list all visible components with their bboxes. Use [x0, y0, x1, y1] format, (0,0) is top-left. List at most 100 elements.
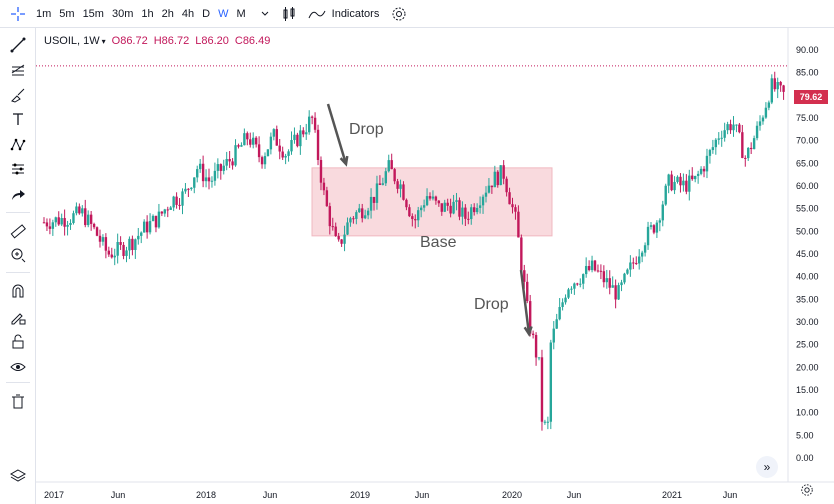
candle-body	[266, 149, 270, 157]
candle-body	[593, 260, 597, 271]
trend-line-icon[interactable]	[6, 34, 30, 56]
symbol-label[interactable]: USOIL, 1W	[44, 35, 100, 47]
timeframe-5m[interactable]: 5m	[59, 7, 75, 20]
candle-body	[187, 188, 190, 190]
timeframe-4h[interactable]: 4h	[181, 7, 195, 20]
timeframe-M[interactable]: M	[236, 7, 246, 20]
candle-body	[272, 129, 276, 137]
candle-body	[691, 175, 694, 180]
candle-body	[664, 185, 667, 205]
text-tool-icon[interactable]	[6, 108, 30, 130]
candle-body	[723, 130, 726, 138]
x-tick-label: Jun	[111, 490, 126, 500]
candle-body	[558, 307, 561, 320]
candle-body	[166, 209, 169, 211]
forecast-tool-icon[interactable]	[6, 158, 30, 180]
candle-body	[755, 125, 759, 139]
candle-body	[293, 134, 296, 141]
candle-body	[767, 102, 771, 108]
candle-body	[749, 147, 753, 150]
gear-icon[interactable]	[391, 6, 407, 22]
candle-body	[652, 225, 656, 233]
candle-body	[160, 211, 164, 214]
brush-icon[interactable]	[6, 84, 30, 106]
candle-body	[405, 199, 408, 208]
price-chart[interactable]: 90.0085.0080.0075.0070.0065.0060.0055.00…	[36, 28, 834, 504]
layers-icon[interactable]	[9, 468, 27, 489]
timeframe-D[interactable]: D	[202, 7, 211, 20]
chevron-down-icon[interactable]: ▾	[101, 36, 106, 46]
candle-body	[464, 207, 467, 219]
timeframe-1h[interactable]: 1h	[141, 7, 154, 20]
candle-body	[461, 207, 464, 217]
y-tick-label: 15.00	[796, 385, 819, 395]
magnet-icon[interactable]	[6, 280, 30, 302]
indicators-button[interactable]: Indicators	[331, 7, 380, 20]
candle-body	[782, 85, 785, 92]
timeframe-1m[interactable]: 1m	[36, 7, 52, 20]
y-tick-label: 0.00	[796, 453, 814, 463]
candle-body	[502, 165, 505, 179]
zoom-in-icon[interactable]	[6, 244, 30, 266]
timeframe-30m[interactable]: 30m	[111, 7, 134, 20]
base-zone[interactable]	[311, 167, 553, 237]
candle-body	[702, 168, 706, 172]
candle-body	[484, 192, 488, 197]
chart-settings-icon[interactable]	[800, 483, 814, 502]
candle-body	[534, 334, 538, 358]
candle-body	[355, 212, 358, 219]
candle-body	[98, 235, 102, 242]
ruler-icon[interactable]	[6, 220, 30, 242]
candle-body	[411, 216, 414, 220]
candle-body	[257, 144, 261, 158]
candle-body	[343, 234, 346, 244]
candle-body	[78, 206, 81, 214]
timeframe-W[interactable]: W	[218, 7, 229, 20]
candle-body	[614, 285, 617, 300]
candle-body	[252, 137, 255, 145]
pencil-lock-icon[interactable]	[6, 306, 30, 328]
timeframe-15m[interactable]: 15m	[82, 7, 104, 20]
candle-body	[178, 204, 181, 206]
candle-body	[549, 342, 553, 422]
drop-arrow-2[interactable]	[519, 269, 533, 337]
candle-body	[685, 180, 688, 192]
drop-arrow-1[interactable]	[326, 103, 349, 167]
candle-body	[393, 169, 396, 182]
scroll-to-realtime-button[interactable]: »	[756, 456, 778, 478]
candle-body	[240, 145, 243, 147]
candle-body	[45, 222, 49, 227]
candles-icon[interactable]	[282, 6, 296, 22]
fib-tool-icon[interactable]	[6, 58, 30, 80]
indicators-icon[interactable]	[308, 8, 326, 20]
candle-body	[325, 190, 329, 207]
ohlc-open: O86.72	[111, 35, 148, 47]
candle-body	[361, 208, 364, 219]
candle-body	[378, 183, 382, 185]
candle-body	[81, 208, 84, 214]
crosshair-icon[interactable]	[0, 6, 36, 22]
candle-body	[346, 222, 349, 235]
candle-body	[119, 241, 122, 245]
candle-body	[717, 138, 720, 140]
candle-body	[157, 211, 161, 228]
timeframe-2h[interactable]: 2h	[161, 7, 174, 20]
trash-icon[interactable]	[6, 390, 30, 412]
candle-body	[446, 202, 449, 206]
lock-icon[interactable]	[6, 330, 30, 352]
candle-body	[741, 132, 744, 158]
chevron-down-icon[interactable]	[260, 9, 270, 19]
pattern-tool-icon[interactable]	[6, 134, 30, 156]
y-tick-label: 70.00	[796, 136, 819, 146]
candle-body	[761, 117, 765, 122]
candle-body	[643, 245, 647, 253]
y-tick-label: 20.00	[796, 362, 819, 372]
x-tick-label: 2021	[662, 490, 682, 500]
candle-body	[688, 175, 691, 192]
eye-icon[interactable]	[6, 356, 30, 378]
redo-arrow-icon[interactable]	[6, 184, 30, 206]
drop-label-1: Drop	[349, 121, 384, 138]
candle-body	[310, 116, 314, 118]
ohlc-low: L86.20	[195, 35, 229, 47]
candle-body	[384, 171, 388, 184]
